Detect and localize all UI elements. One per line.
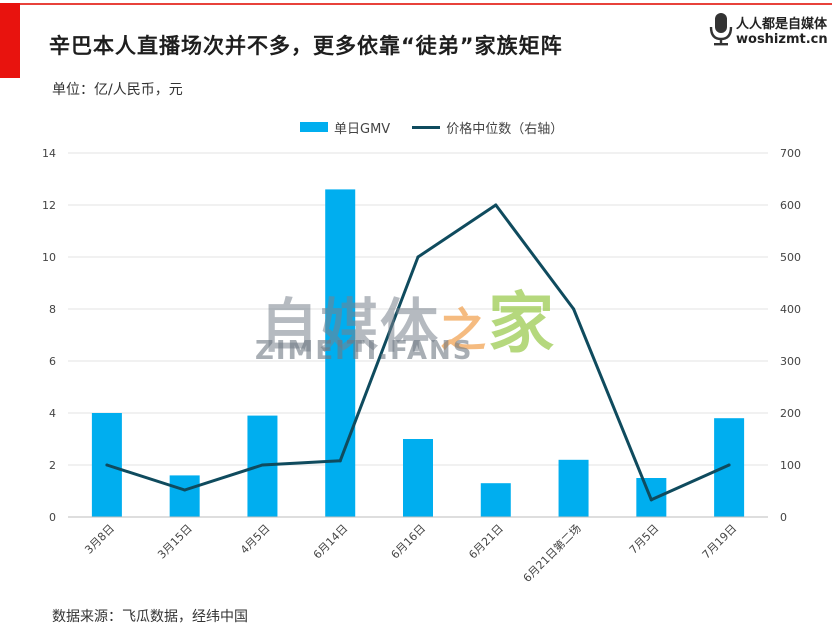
legend-swatch-line [412,125,441,129]
line-point [727,463,731,467]
y-right-tick-label: 500 [780,251,801,264]
y-left-tick-label: 4 [49,407,56,420]
y-right-tick-label: 200 [780,407,801,420]
legend-item-price: 价格中位数（右轴） [412,118,563,137]
top-rule [0,3,832,5]
x-tick-label: 6月16日 [389,522,429,562]
line-layer [105,203,731,502]
accent-block [0,3,20,78]
legend-label-price: 价格中位数（右轴） [446,121,564,137]
y-left-tick-label: 0 [49,511,56,524]
x-tick-label: 6月21日 [466,522,506,562]
bar [480,483,511,517]
x-tick-label: 4月5日 [238,522,273,557]
brand-url: woshizmt.cn [736,32,828,47]
line-point [416,255,420,259]
x-tick-label: 7月19日 [700,522,740,562]
bar [714,418,745,517]
legend-item-gmv: 单日GMV [300,118,390,137]
y-right-tick-label: 600 [780,199,801,212]
line-point [105,463,109,467]
legend-label-gmv: 单日GMV [334,121,391,137]
y-left-tick-label: 2 [49,459,56,472]
axis-layer: 0 2 4 6 8 10 12 14 0 100 200 300 400 500 600 700 3月8日 3月1… [42,147,801,585]
y-left-tick-label: 12 [42,199,56,212]
line-point [183,488,187,492]
y-right-tick-label: 700 [780,147,801,160]
y-left-tick-label: 10 [42,251,56,264]
line-point [338,459,342,463]
x-tick-label: 6月14日 [311,522,351,562]
line-point [572,307,576,311]
bar [558,459,589,517]
x-tick-label: 3月15日 [155,522,195,562]
y-left-tick-label: 14 [42,147,56,160]
line-point [649,498,653,502]
y-right-tick-label: 0 [780,511,787,524]
page-title: 辛巴本人直播场次并不多，更多依靠“徒弟”家族矩阵 [49,34,563,58]
unit-label: 单位：亿/人民币，元 [52,82,183,98]
y-right-tick-label: 400 [780,303,801,316]
bar [325,189,356,517]
y-right-tick-label: 100 [780,459,801,472]
source-note: 数据来源：飞瓜数据，经纬中国 [52,609,248,625]
line-point [260,463,264,467]
brand-name: 人人都是自媒体 [736,17,828,32]
x-tick-label: 6月21日第二场 [520,521,584,585]
bar [403,439,433,517]
y-left-tick-label: 8 [49,303,56,316]
chart-legend: 单日GMV 价格中位数（右轴） [300,118,585,137]
x-tick-label: 3月8日 [82,522,117,557]
bar [169,475,200,517]
x-tick-label: 7月5日 [627,522,662,557]
microphone-icon [709,13,733,46]
y-right-tick-label: 300 [780,355,801,368]
brand-logo: 人人都是自媒体 woshizmt.cn [708,10,828,50]
legend-swatch-bar [300,122,328,132]
line-point [494,203,498,207]
bar-layer [91,189,745,517]
y-left-tick-label: 6 [49,355,56,368]
